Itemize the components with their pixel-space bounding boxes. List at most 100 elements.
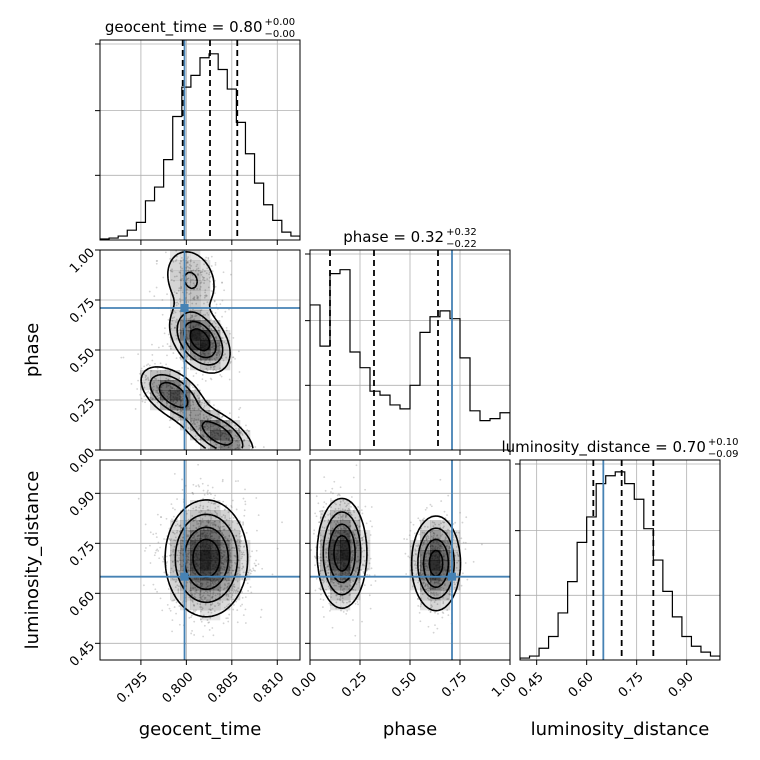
sample-point bbox=[199, 590, 202, 593]
sample-point bbox=[174, 311, 177, 314]
sample-point bbox=[171, 268, 173, 271]
sample-point bbox=[185, 561, 188, 563]
sample-point bbox=[160, 516, 163, 519]
sample-point bbox=[156, 513, 159, 516]
sample-point bbox=[415, 545, 418, 547]
sample-point bbox=[422, 578, 425, 580]
sample-point bbox=[194, 246, 196, 248]
density-cell bbox=[140, 370, 151, 381]
sample-point bbox=[147, 390, 150, 393]
x-tick-label: 0.45 bbox=[516, 670, 547, 701]
sample-point bbox=[165, 404, 168, 407]
density-cell bbox=[200, 530, 211, 541]
sample-point bbox=[177, 289, 180, 292]
sample-point bbox=[185, 512, 188, 515]
sample-point bbox=[193, 409, 196, 411]
sample-point bbox=[325, 551, 328, 554]
density-cell bbox=[190, 350, 201, 361]
sample-point bbox=[202, 505, 205, 508]
sample-point bbox=[177, 384, 180, 387]
sample-point bbox=[198, 511, 201, 514]
sample-point bbox=[318, 562, 321, 565]
sample-point bbox=[242, 521, 244, 523]
sample-point bbox=[224, 464, 226, 466]
density-cell bbox=[190, 410, 201, 421]
sample-point bbox=[343, 590, 345, 593]
sample-point bbox=[206, 524, 209, 527]
sample-point bbox=[317, 502, 320, 505]
density-cell bbox=[350, 570, 361, 581]
sample-point bbox=[218, 603, 221, 605]
sample-point bbox=[244, 500, 247, 503]
sample-point bbox=[347, 511, 350, 514]
sample-point bbox=[414, 560, 417, 563]
sample-point bbox=[235, 589, 238, 592]
sample-point bbox=[165, 377, 168, 380]
sample-point bbox=[145, 364, 148, 367]
hist-panel-luminosity_distance bbox=[515, 459, 721, 665]
sample-point bbox=[197, 274, 199, 277]
sample-point bbox=[192, 375, 195, 377]
sample-point bbox=[314, 556, 317, 559]
sample-point bbox=[187, 509, 190, 511]
sample-point bbox=[198, 485, 201, 488]
sample-point bbox=[197, 397, 200, 400]
density-cell bbox=[340, 530, 351, 541]
sample-point bbox=[137, 353, 140, 356]
sample-point bbox=[198, 584, 200, 587]
density-cell bbox=[170, 320, 181, 331]
sample-point bbox=[210, 502, 213, 505]
sample-point bbox=[222, 359, 225, 362]
density-cell bbox=[190, 330, 201, 341]
y-axis-label-luminosity_distance: luminosity_distance bbox=[22, 471, 43, 650]
sample-point bbox=[321, 510, 324, 512]
sample-point bbox=[200, 325, 202, 327]
sample-point bbox=[188, 266, 190, 269]
sample-point bbox=[179, 300, 182, 303]
sample-point bbox=[229, 362, 232, 364]
sample-point bbox=[237, 416, 240, 419]
sample-point bbox=[201, 326, 204, 329]
sample-point bbox=[322, 535, 325, 538]
sample-point bbox=[336, 598, 339, 601]
density-cell bbox=[200, 610, 211, 621]
contour-level-1 bbox=[322, 511, 455, 600]
sample-point bbox=[248, 468, 250, 470]
sample-point bbox=[427, 547, 429, 550]
sample-point bbox=[201, 595, 204, 598]
y-tick-label: 1.00 bbox=[67, 245, 98, 276]
sample-point bbox=[186, 246, 188, 248]
sample-point bbox=[216, 512, 218, 515]
sample-point bbox=[215, 303, 218, 306]
density-cell bbox=[220, 430, 231, 441]
sample-point bbox=[173, 532, 176, 535]
sample-point bbox=[226, 582, 229, 585]
sample-point bbox=[408, 534, 411, 537]
sample-point bbox=[152, 388, 155, 391]
sample-point bbox=[195, 591, 198, 594]
sample-point bbox=[215, 356, 218, 359]
sample-point bbox=[365, 522, 368, 525]
title-upper-error: +0.00 bbox=[265, 17, 296, 28]
sample-point bbox=[355, 542, 358, 545]
density-cell bbox=[440, 580, 451, 591]
sample-point bbox=[319, 516, 322, 519]
density-cell bbox=[200, 550, 211, 561]
sample-point bbox=[200, 598, 203, 601]
sample-point bbox=[236, 572, 239, 575]
sample-point bbox=[341, 601, 344, 603]
sample-point bbox=[206, 436, 209, 439]
sample-point bbox=[234, 555, 237, 558]
sample-point bbox=[151, 343, 153, 346]
sample-point bbox=[238, 444, 241, 446]
sample-point bbox=[226, 617, 229, 620]
sample-point bbox=[424, 525, 426, 528]
sample-point bbox=[215, 443, 218, 446]
sample-point bbox=[203, 405, 206, 407]
density-frame bbox=[99, 459, 301, 661]
sample-point bbox=[432, 534, 435, 537]
sample-point bbox=[187, 367, 190, 370]
sample-point bbox=[204, 379, 207, 382]
sample-point bbox=[187, 326, 190, 329]
sample-point bbox=[202, 435, 205, 438]
